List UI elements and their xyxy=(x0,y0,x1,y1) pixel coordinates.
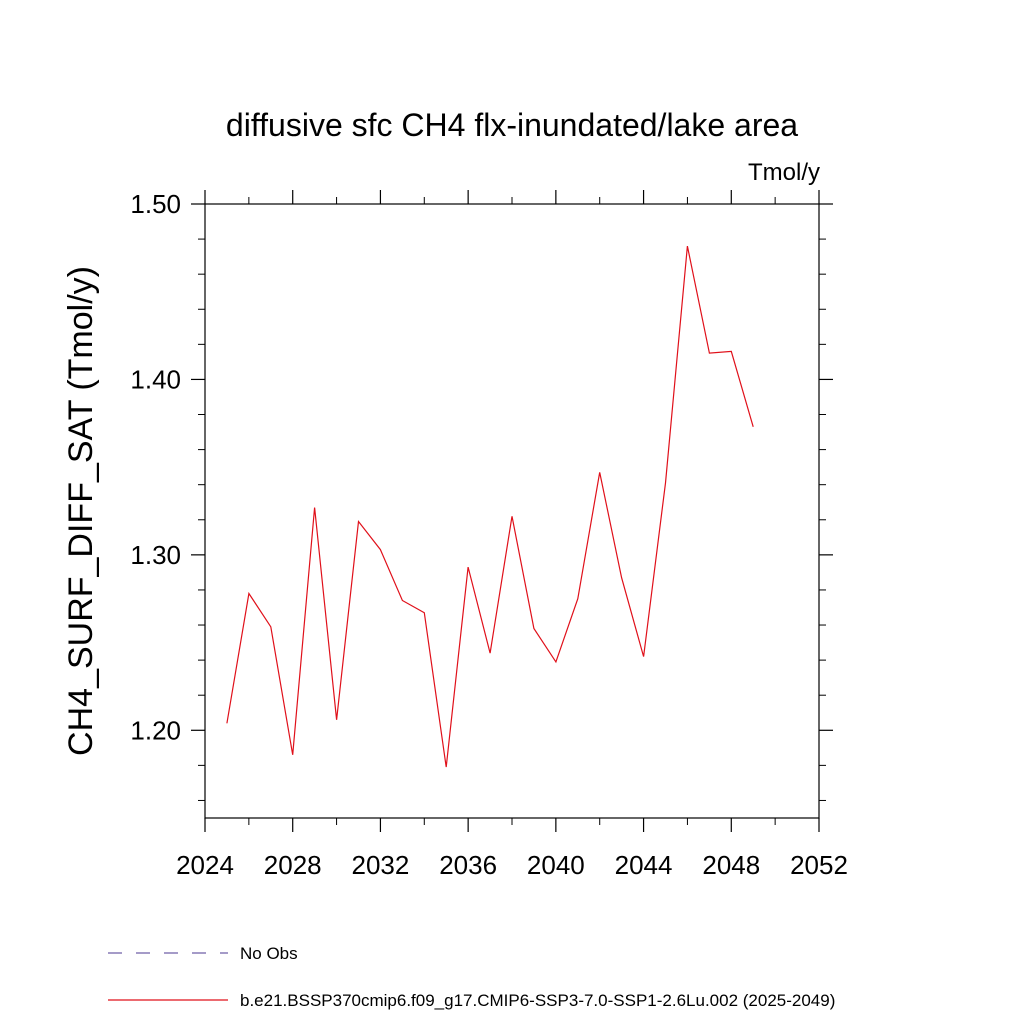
series-layer xyxy=(226,245,754,768)
x-tick-label: 2052 xyxy=(790,850,848,880)
legend: No Obs b.e21.BSSP370cmip6.f09_g17.CMIP6-S… xyxy=(108,944,835,1010)
units-label: Tmol/y xyxy=(748,159,820,186)
chart-title: diffusive sfc CH4 flx-inundated/lake are… xyxy=(226,107,798,143)
y-axis: 1.20 1.30 1.40 1.50 xyxy=(130,189,833,801)
legend-label-0: No Obs xyxy=(240,944,298,963)
plot-frame xyxy=(204,203,820,819)
x-tick-label: 2036 xyxy=(439,850,497,880)
series-line-1 xyxy=(226,245,754,768)
y-axis-label: CH4_SURF_DIFF_SAT (Tmol/y) xyxy=(62,266,100,756)
y-tick-label: 1.40 xyxy=(130,364,181,394)
y-tick-label: 1.50 xyxy=(130,189,181,219)
legend-label-1: b.e21.BSSP370cmip6.f09_g17.CMIP6-SSP3-7.… xyxy=(240,991,835,1010)
x-tick-label: 2044 xyxy=(615,850,673,880)
x-tick-label: 2028 xyxy=(264,850,322,880)
x-tick-label: 2032 xyxy=(352,850,410,880)
y-tick-label: 1.20 xyxy=(130,715,181,745)
x-axis: 2024 2028 2032 2036 2040 2044 2048 2052 xyxy=(176,190,848,880)
x-tick-label: 2040 xyxy=(527,850,585,880)
x-tick-label: 2048 xyxy=(702,850,760,880)
y-tick-label: 1.30 xyxy=(130,540,181,570)
x-tick-label: 2024 xyxy=(176,850,234,880)
